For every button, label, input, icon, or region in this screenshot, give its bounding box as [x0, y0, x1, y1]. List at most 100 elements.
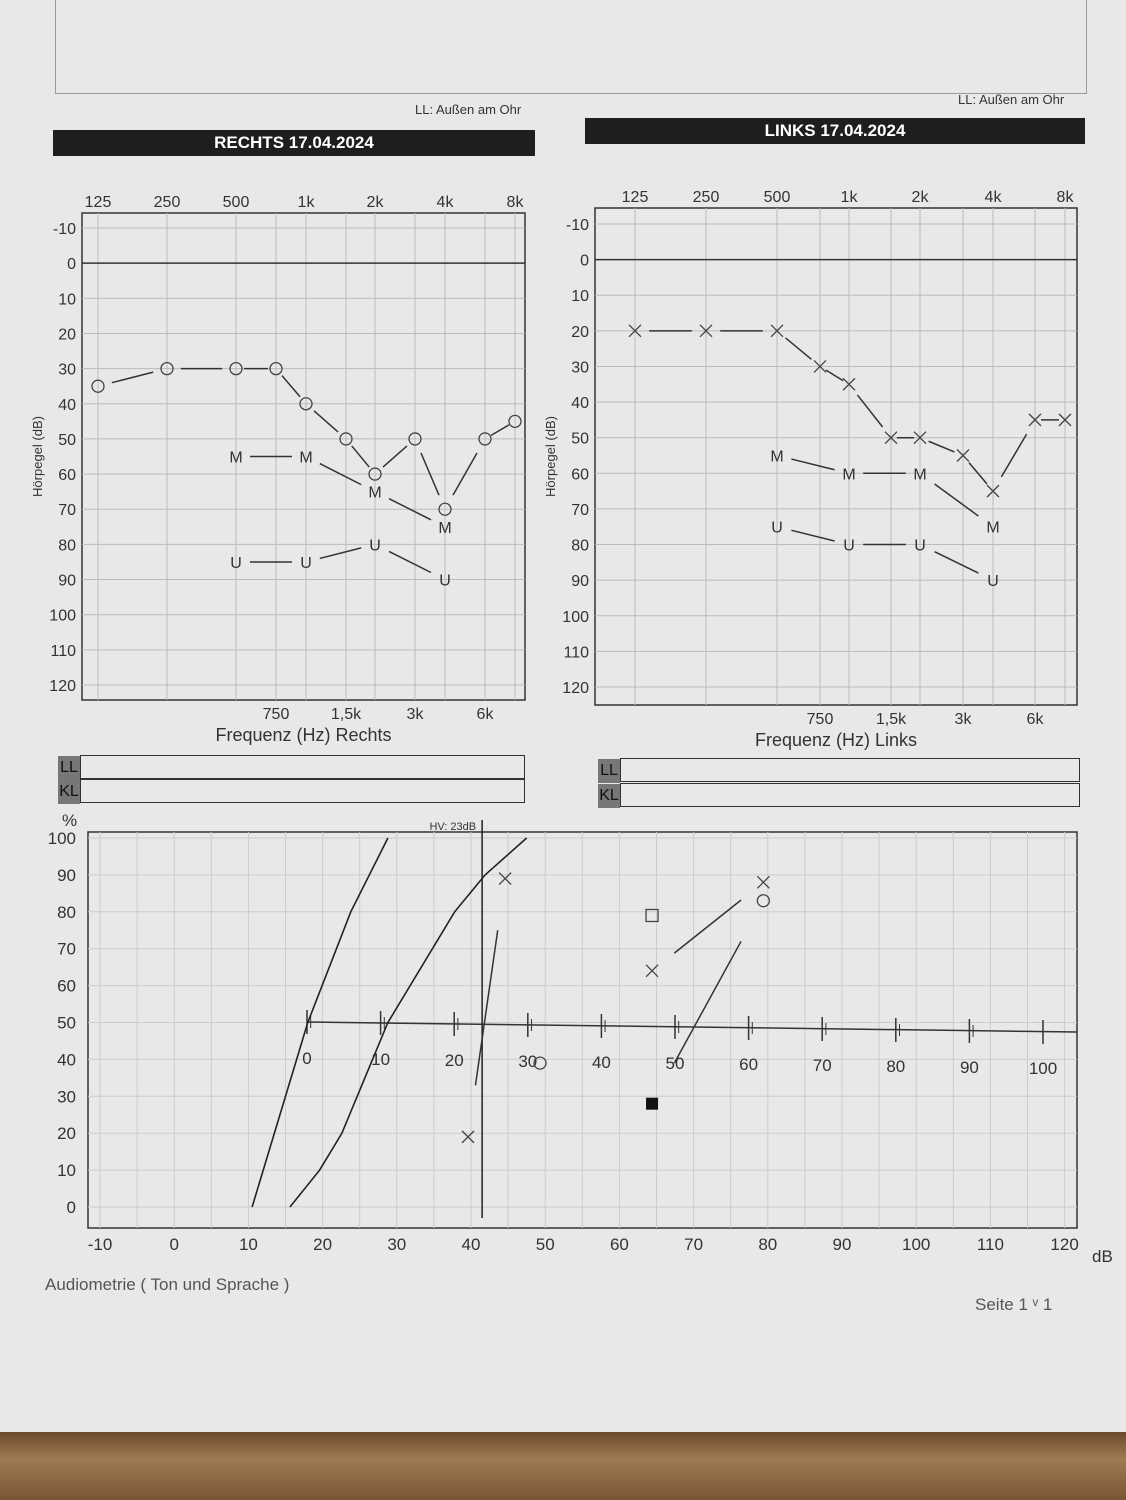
right-y-tick: 120 [49, 678, 76, 695]
left-point-m: M [986, 520, 999, 537]
ll-field-right [80, 755, 525, 779]
left-y-tick: 50 [571, 431, 589, 448]
left-series-line [934, 483, 979, 517]
speech-inner-tick-label: 10 [371, 1050, 390, 1069]
right-y-tick: 40 [58, 397, 76, 414]
left-y-tick: 70 [571, 502, 589, 519]
right-point-u: U [300, 555, 312, 572]
right-series-line [388, 498, 432, 521]
speech-point [533, 1056, 547, 1070]
speech-result-line [673, 899, 742, 954]
left-y-tick: 100 [562, 609, 589, 626]
speech-x-tick: 0 [169, 1235, 178, 1254]
left-series-line [785, 337, 812, 360]
left-point-m: M [842, 466, 855, 483]
speech-inner-tick-label: 40 [592, 1053, 611, 1072]
right-top-tick: 4k [437, 194, 455, 211]
left-top-tick: 250 [693, 189, 720, 206]
kl-field-right [80, 779, 525, 803]
left-y-tick: 40 [571, 395, 589, 412]
speech-y-tick: 80 [57, 903, 76, 922]
left-point-luftleitung [913, 431, 927, 445]
speech-result-line [474, 930, 499, 1086]
ll-field-left [620, 758, 1080, 782]
left-bottom-tick: 1,5k [876, 711, 907, 728]
right-top-tick: 500 [223, 194, 250, 211]
right-bottom-tick: 6k [477, 706, 495, 723]
right-y-tick: 90 [58, 573, 76, 590]
speech-x-label: dB [1092, 1247, 1113, 1266]
left-top-tick: 2k [912, 189, 930, 206]
speech-inner-tick-label: 0 [302, 1049, 311, 1068]
left-y-tick: 90 [571, 573, 589, 590]
speech-x-tick: 120 [1050, 1235, 1078, 1254]
speech-y-tick: 40 [57, 1050, 76, 1069]
speech-y-tick: 10 [57, 1161, 76, 1180]
left-top-tick: 125 [622, 189, 649, 206]
speech-y-tick: 100 [48, 829, 76, 848]
speech-inner-tick-label: 70 [813, 1056, 832, 1075]
left-bottom-tick: 750 [807, 711, 834, 728]
right-series-line [111, 371, 154, 384]
right-y-tick: 60 [58, 467, 76, 484]
kl-field-left [620, 783, 1080, 807]
left-bottom-tick: 3k [955, 711, 973, 728]
speech-x-tick: 30 [387, 1235, 406, 1254]
right-series-line [388, 550, 432, 574]
left-series-line [825, 369, 844, 382]
left-x-label: Frequenz (Hz) Links [755, 730, 917, 750]
speech-point [756, 894, 770, 908]
speech-y-tick: 50 [57, 1014, 76, 1033]
ll-tag-right: LL [58, 756, 80, 780]
left-series-line [856, 394, 884, 428]
right-series-line [490, 424, 510, 437]
left-point-luftleitung [770, 324, 784, 338]
left-ear-title: LINKS 17.04.2024 [585, 118, 1085, 144]
right-bottom-tick: 1,5k [331, 706, 362, 723]
left-point-luftleitung [628, 324, 642, 338]
right-series-line [452, 452, 478, 496]
right-point-luftleitung [478, 432, 492, 446]
speech-x-tick: -10 [88, 1235, 113, 1254]
right-point-luftleitung [339, 432, 353, 446]
speech-x-tick: 60 [610, 1235, 629, 1254]
right-top-tick: 250 [154, 194, 181, 211]
left-y-tick: 20 [571, 324, 589, 341]
right-bottom-tick: 750 [263, 706, 290, 723]
left-point-luftleitung [1058, 413, 1072, 427]
speech-point [756, 875, 770, 889]
right-y-tick: 110 [50, 643, 76, 660]
right-point-luftleitung [438, 502, 452, 516]
left-series-line [791, 529, 835, 542]
speech-y-label: % [62, 811, 77, 830]
speech-x-tick: 100 [902, 1235, 930, 1254]
left-top-tick: 8k [1057, 189, 1075, 206]
speech-y-tick: 70 [57, 940, 76, 959]
speech-reference-curve [251, 837, 389, 1208]
speech-inner-axis [306, 1021, 1078, 1033]
left-point-u: U [914, 538, 926, 555]
right-top-tick: 8k [507, 194, 525, 211]
right-y-tick: 0 [67, 256, 76, 273]
table-surface [0, 1432, 1126, 1500]
right-y-tick: 50 [58, 432, 76, 449]
left-top-tick: 4k [985, 189, 1003, 206]
left-point-m: M [913, 466, 926, 483]
right-point-luftleitung [408, 432, 422, 446]
right-y-tick: 20 [58, 326, 76, 343]
right-point-m: M [229, 450, 242, 467]
left-point-u: U [771, 520, 783, 537]
right-point-luftleitung [229, 361, 243, 376]
right-y-tick: 10 [58, 291, 76, 308]
speech-y-tick: 30 [57, 1087, 76, 1106]
speech-inner-tick-label: 20 [445, 1051, 464, 1070]
left-y-tick: 0 [580, 253, 589, 270]
right-series-line [420, 452, 440, 496]
right-series-line [319, 547, 362, 560]
page-number: Seite 1 ᵛ 1 [975, 1295, 1053, 1314]
left-y-tick: 110 [563, 644, 589, 661]
left-bottom-tick: 6k [1027, 711, 1045, 728]
speech-x-tick: 40 [462, 1235, 481, 1254]
ll-note-left: LL: Außen am Ohr [958, 92, 1065, 107]
left-y-tick: 60 [571, 466, 589, 483]
